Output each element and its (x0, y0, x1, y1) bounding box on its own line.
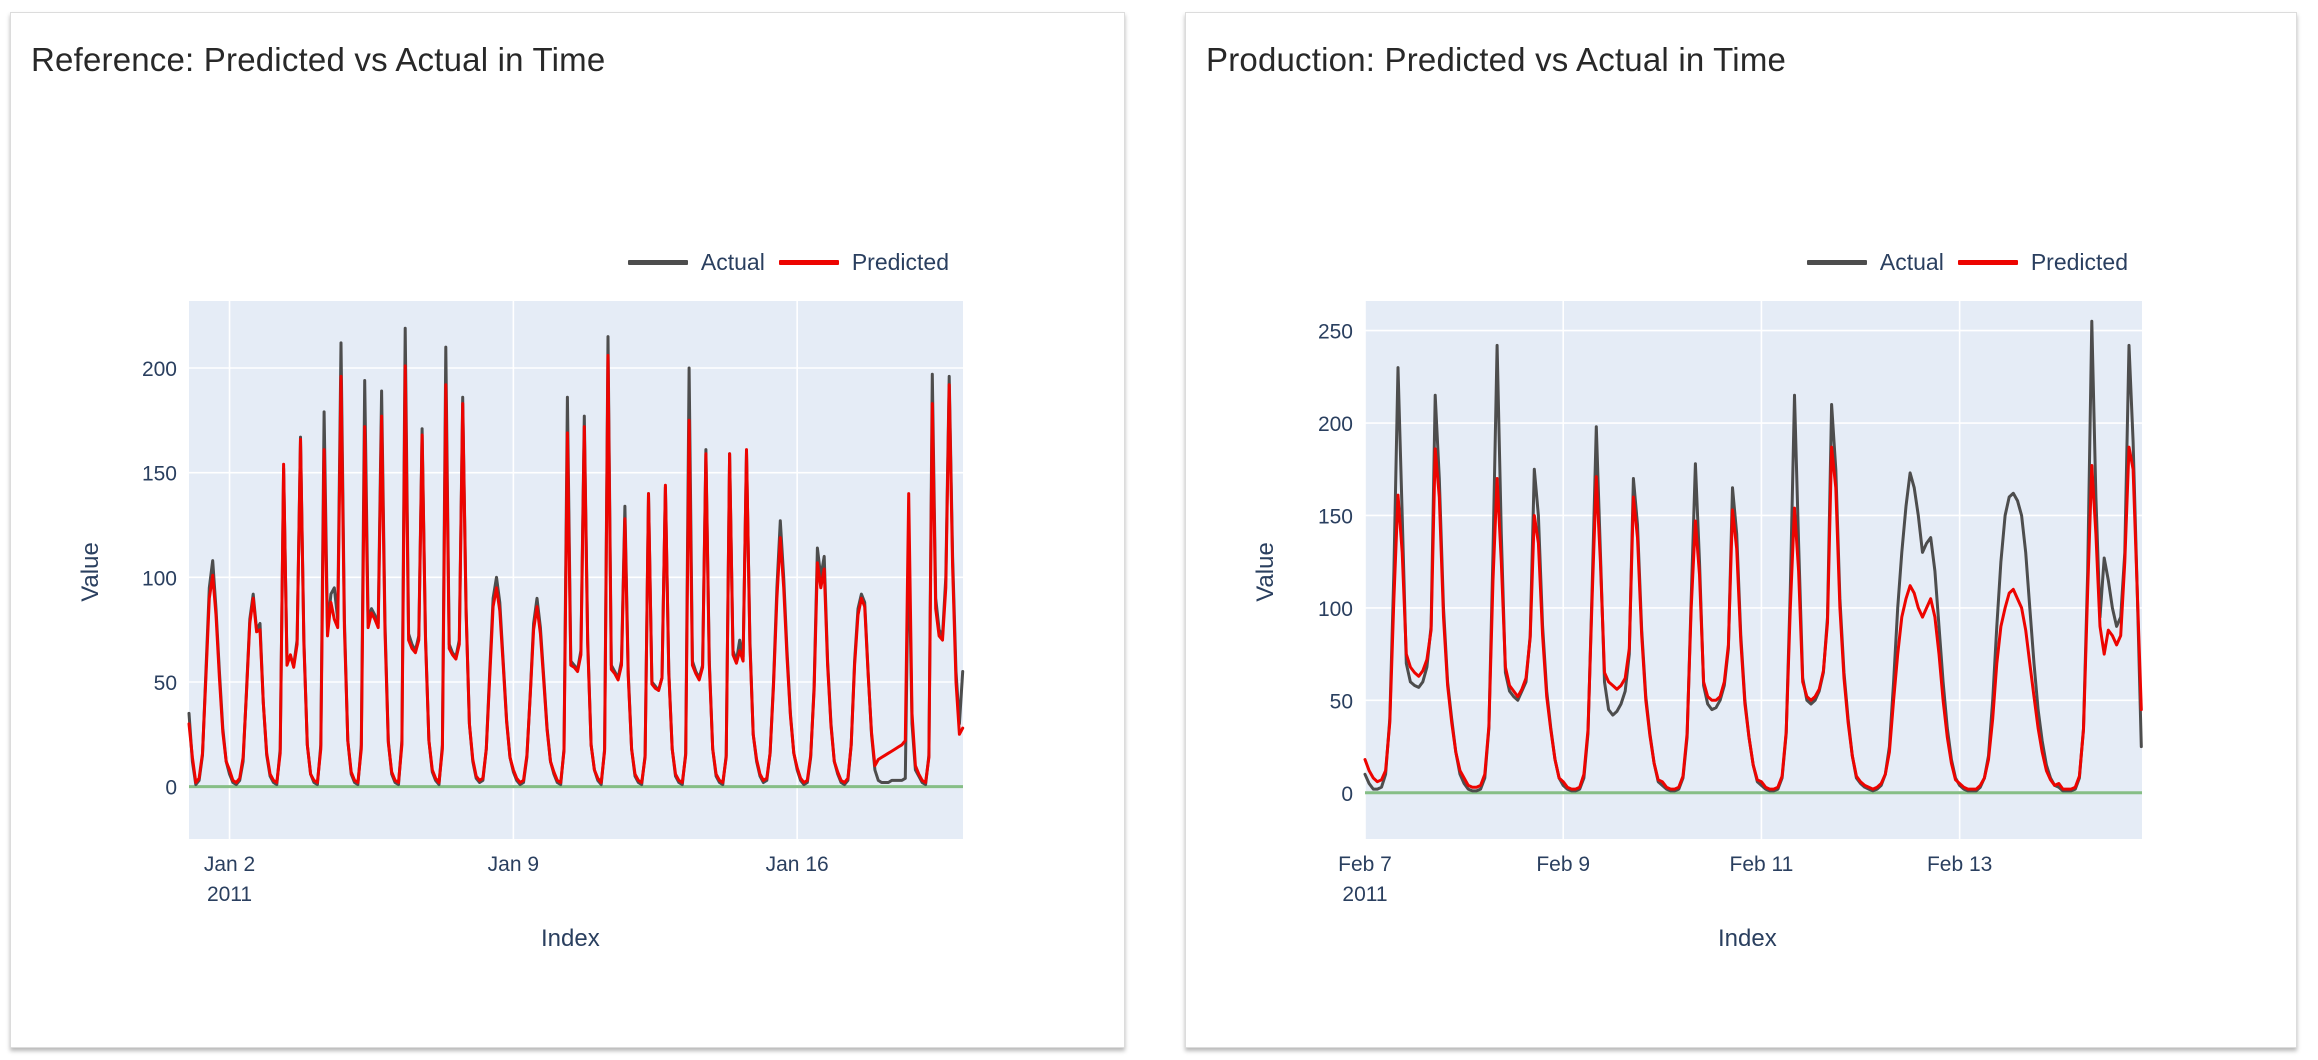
x-tick-label: Feb 7 (1338, 853, 1392, 876)
y-tick-label: 200 (142, 358, 177, 381)
x-tick-label: Jan 16 (766, 853, 829, 876)
reference-yaxis-title: Value (76, 542, 104, 602)
legend-label-actual: Actual (1879, 249, 1944, 275)
x-tick-label: Feb 9 (1536, 853, 1590, 876)
reference-plot-area[interactable]: 0 50 100 150 200 Jan 2 2011 Jan 9 Jan 16 (11, 13, 1124, 1047)
production-legend: Actual Predicted (1806, 249, 2128, 276)
production-yaxis-title: Value (1251, 542, 1279, 602)
reference-xaxis-title: Index (541, 925, 600, 952)
y-tick-label: 50 (1330, 690, 1353, 713)
x-tick-sublabel: 2011 (1342, 883, 1387, 906)
y-tick-label: 0 (1341, 783, 1353, 806)
x-tick-label: Jan 2 (204, 853, 255, 876)
actual-line-swatch (627, 260, 688, 265)
x-tick-label: Jan 9 (488, 853, 539, 876)
x-tick-sublabel: 2011 (207, 883, 252, 906)
predicted-series-line[interactable] (187, 353, 965, 784)
y-tick-label: 250 (1318, 321, 1353, 344)
y-tick-label: 100 (142, 567, 177, 590)
reference-chart-card: Reference: Predicted vs Actual in Time A… (10, 12, 1125, 1048)
x-tick-label: Feb 13 (1927, 853, 1992, 876)
legend-item-actual[interactable]: Actual (1806, 249, 1944, 276)
legend-item-predicted[interactable]: Predicted (778, 249, 949, 276)
actual-line-swatch (1806, 260, 1867, 265)
plot-background (189, 301, 963, 839)
production-plot-area[interactable]: 0 50 100 150 200 250 Feb 7 2011 Feb 9 Feb 11 Feb 1… (1186, 13, 2296, 1047)
y-tick-label: 150 (1318, 505, 1353, 528)
y-tick-label: 0 (165, 777, 177, 800)
predicted-line-swatch (1957, 260, 2018, 265)
legend-label-actual: Actual (700, 249, 765, 275)
legend-item-actual[interactable]: Actual (627, 249, 765, 276)
legend-item-predicted[interactable]: Predicted (1957, 249, 2128, 276)
production-chart-title: Production: Predicted vs Actual in Time (1206, 41, 1787, 78)
x-tick-label: Feb 11 (1730, 853, 1794, 876)
legend-label-predicted: Predicted (2030, 249, 2128, 275)
predicted-series-line[interactable] (1363, 445, 2143, 791)
reference-legend: Actual Predicted (627, 249, 949, 276)
reference-chart-title: Reference: Predicted vs Actual in Time (31, 41, 606, 78)
y-tick-label: 150 (142, 463, 177, 486)
production-xaxis-title: Index (1718, 925, 1777, 952)
predicted-line-swatch (778, 260, 839, 265)
y-tick-label: 50 (154, 672, 177, 695)
y-tick-label: 100 (1318, 598, 1353, 621)
y-tick-label: 200 (1318, 413, 1353, 436)
production-chart-card: Production: Predicted vs Actual in Time … (1185, 12, 2297, 1048)
legend-label-predicted: Predicted (851, 249, 949, 275)
